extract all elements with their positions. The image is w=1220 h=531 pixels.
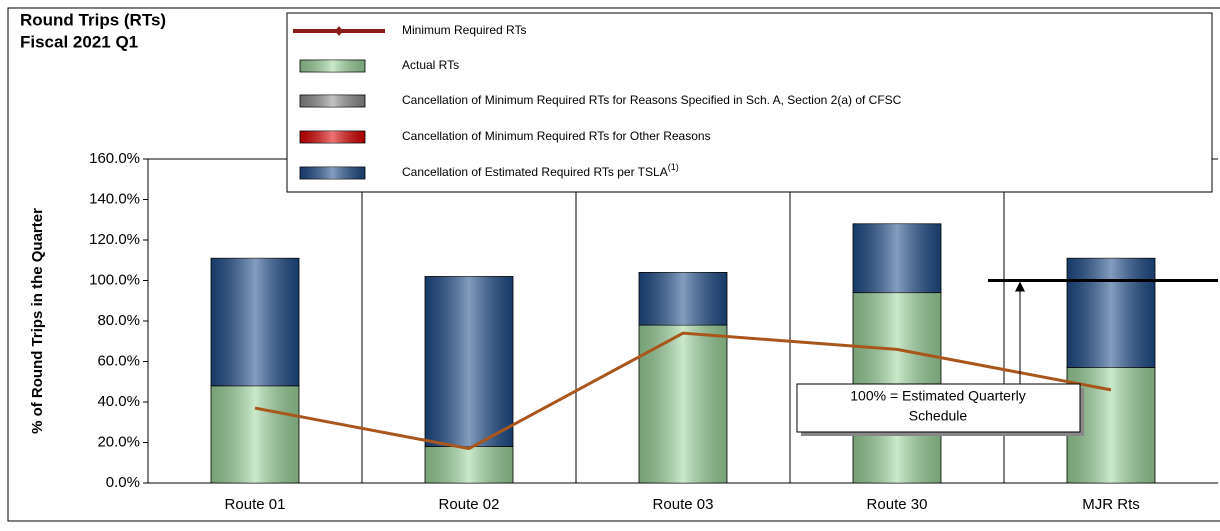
y-tick-label: 160.0% [89, 150, 140, 167]
y-axis-label: % of Round Trips in the Quarter [29, 208, 46, 434]
y-tick-label: 60.0% [97, 352, 140, 369]
legend-shade [300, 131, 365, 143]
annotation-text: 100% = Estimated Quarterly [850, 388, 1025, 404]
legend-label-text: Minimum Required RTs [402, 23, 526, 37]
x-tick-label: Route 30 [867, 496, 928, 513]
x-tick-label: Route 03 [653, 496, 714, 513]
bar-shade [211, 258, 299, 386]
annotation-box [796, 383, 1081, 433]
legend-shade [300, 167, 365, 179]
bar-shade [425, 276, 513, 447]
legend-label-text: Cancellation of Estimated Required RTs p… [402, 165, 668, 179]
line-series [254, 331, 1112, 451]
x-tick-label: Route 01 [225, 496, 286, 513]
y-tick-label: 120.0% [89, 231, 140, 248]
legend-label-text: Actual RTs [402, 58, 459, 72]
bar-shade [211, 385, 299, 483]
legend-label-text: Cancellation of Minimum Required RTs for… [402, 129, 711, 143]
y-tick-label: 20.0% [97, 433, 140, 450]
legend [286, 12, 1213, 193]
y-tick-label: 80.0% [97, 312, 140, 329]
annotation-text: Schedule [909, 408, 968, 424]
bar-shade [1067, 258, 1155, 368]
bar-shade [425, 446, 513, 483]
bar-shade [639, 325, 727, 483]
legend-marker [335, 26, 343, 36]
legend-label: Cancellation of Minimum Required RTs for… [402, 93, 902, 107]
legend-items: Minimum Required RTs Actual RTs Cancellati… [293, 23, 902, 180]
frame [7, 7, 1220, 522]
y-tick-label: 140.0% [89, 190, 140, 207]
legend-label: Cancellation of Minimum Required RTs for… [402, 129, 711, 143]
legend-label: Actual RTs [402, 58, 459, 72]
x-tick-label: Route 02 [439, 496, 500, 513]
chart-title: Round Trips (RTs) [20, 10, 166, 29]
legend-label: Cancellation of Estimated Required RTs p… [402, 162, 679, 179]
bar-shade [639, 272, 727, 326]
legend-superscript: (1) [668, 162, 679, 172]
legend-label: Minimum Required RTs [402, 23, 526, 37]
y-tick-label: 100.0% [89, 271, 140, 288]
x-tick-label: MJR Rts [1082, 496, 1140, 513]
plot: 0.0% 20.0% 40.0% 60.0% 80.0% 100.0% 120.0% 140.… [89, 150, 1218, 513]
y-tick-label: 40.0% [97, 393, 140, 410]
bar-shade [853, 223, 941, 293]
legend-shade [300, 60, 365, 72]
legend-label-text: Cancellation of Minimum Required RTs for… [402, 93, 902, 107]
chart-subtitle: Fiscal 2021 Q1 [20, 32, 138, 51]
legend-shade [300, 95, 365, 107]
y-tick-label: 0.0% [106, 474, 140, 491]
